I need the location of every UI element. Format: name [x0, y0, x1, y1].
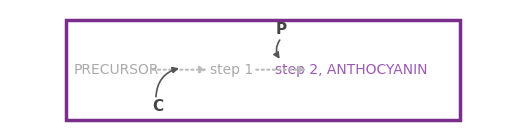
- Text: step 2, ANTHOCYANIN: step 2, ANTHOCYANIN: [275, 63, 427, 77]
- Text: step 1: step 1: [210, 63, 253, 77]
- Text: C: C: [152, 99, 163, 114]
- Text: P: P: [276, 22, 287, 37]
- Text: PRECURSOR: PRECURSOR: [74, 63, 159, 77]
